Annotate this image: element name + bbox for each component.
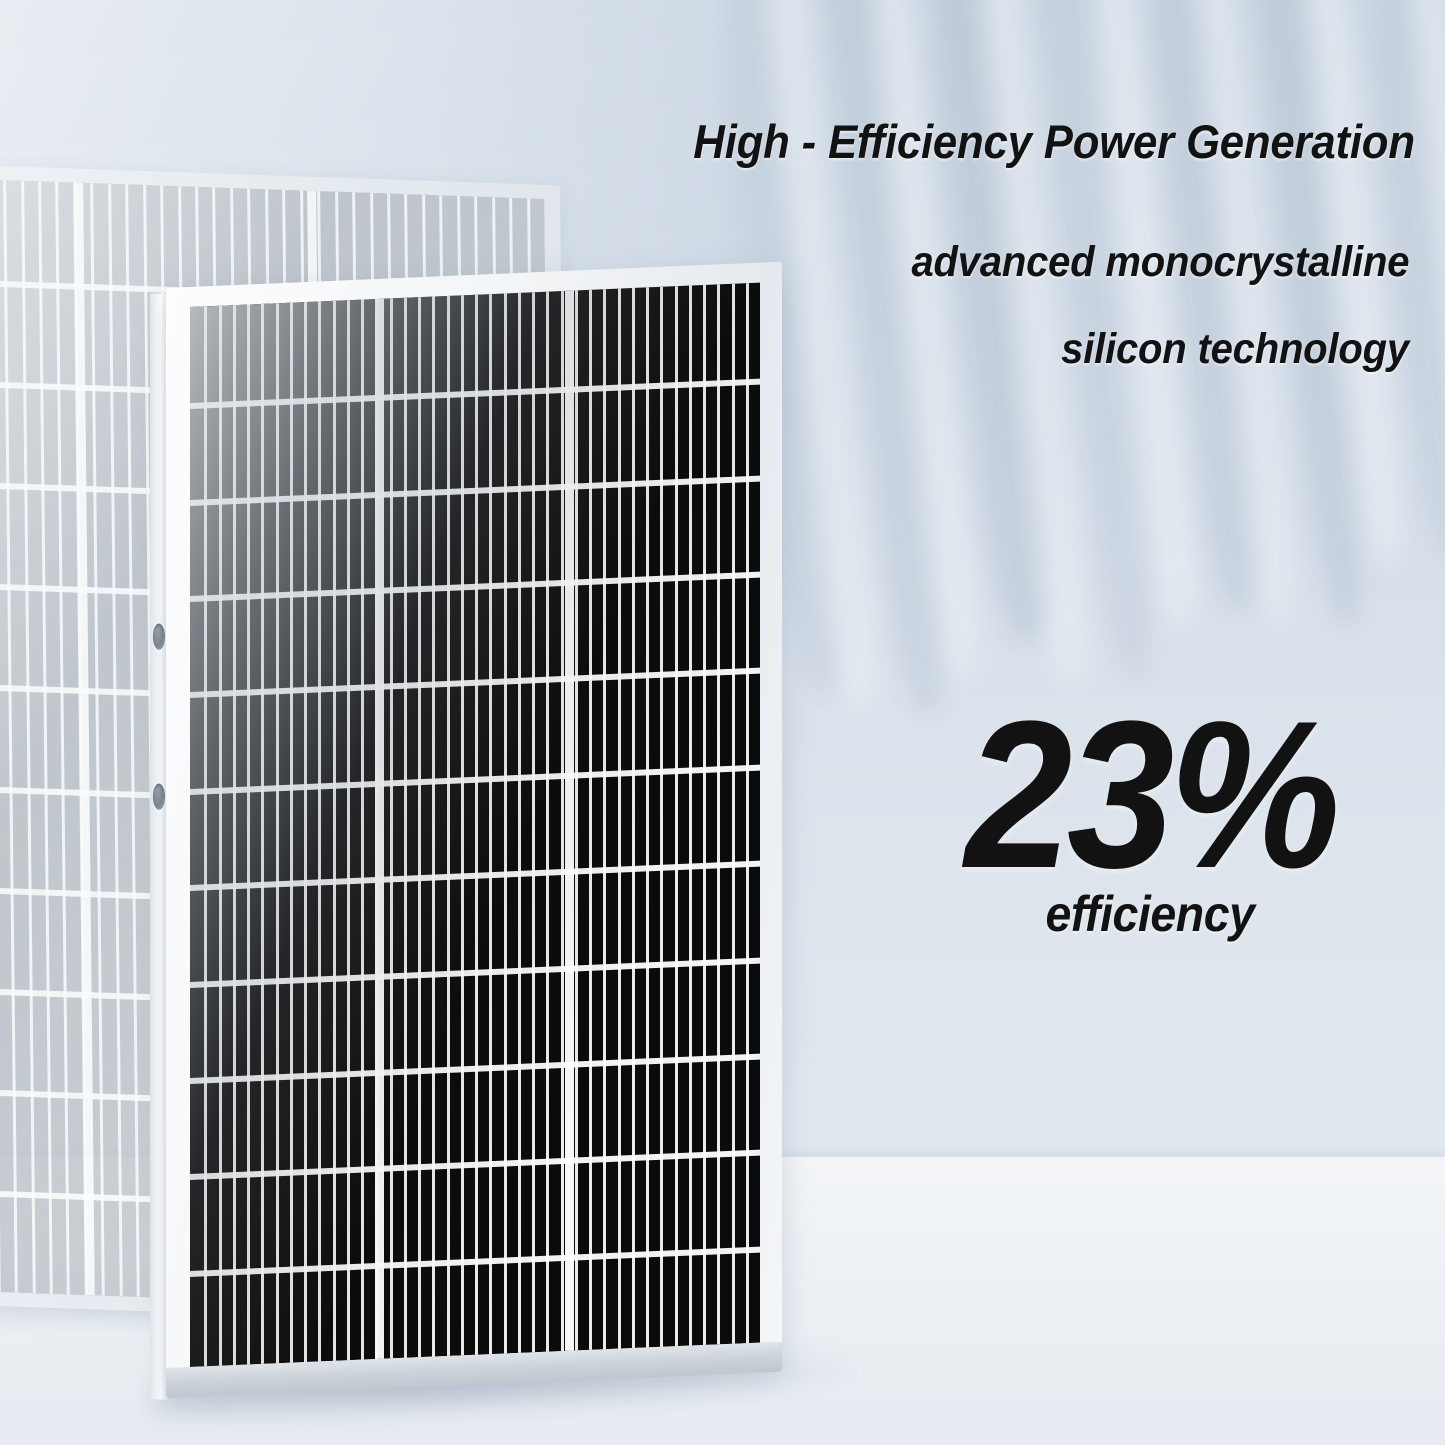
efficiency-label: efficiency xyxy=(1045,886,1255,942)
cell-rows-front xyxy=(190,283,760,1367)
cell-fingers-front xyxy=(190,283,760,1367)
panel-glass-front xyxy=(190,282,760,1367)
panel-glass-reflection xyxy=(190,282,760,1367)
subtitle-line-1: advanced monocrystalline xyxy=(911,238,1409,286)
page-title: High - Efficiency Power Generation xyxy=(693,115,1415,168)
subtitle-line-2: silicon technology xyxy=(1061,325,1409,373)
efficiency-value: 23% xyxy=(964,677,1341,912)
panel-frame-front xyxy=(166,261,782,1398)
mounting-hole-icon xyxy=(153,783,165,810)
mounting-hole-icon xyxy=(153,623,165,650)
efficiency-stat: 23% xyxy=(880,690,1420,900)
cell-busbars-front xyxy=(190,283,760,1367)
solar-panel-front xyxy=(150,261,782,1400)
